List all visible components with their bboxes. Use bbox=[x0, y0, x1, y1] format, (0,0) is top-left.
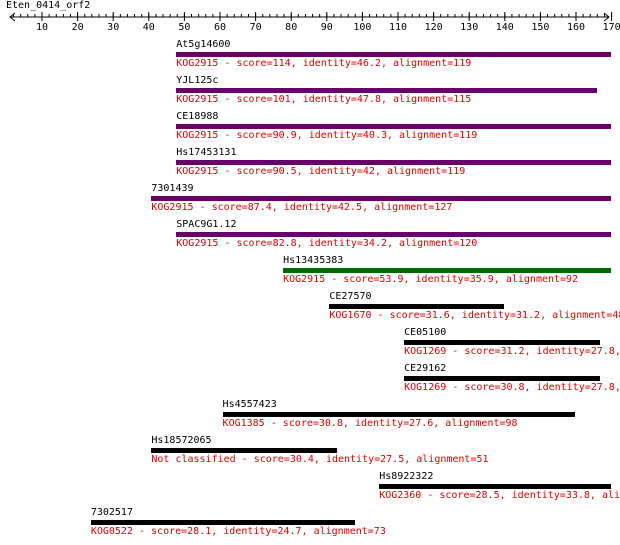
ruler-tick-label: 130 bbox=[460, 22, 478, 33]
hit-description-link[interactable]: KOG0522 - score=28.1, identity=24.7, ali… bbox=[90, 526, 386, 537]
ruler-tick-label: 120 bbox=[425, 22, 443, 33]
ruler-tick-label: 100 bbox=[353, 22, 371, 33]
hit-description-link[interactable]: KOG2915 - score=87.4, identity=42.5, ali… bbox=[151, 202, 453, 213]
hit-alignment-bar[interactable] bbox=[379, 484, 611, 489]
ruler-tick-label: 50 bbox=[178, 22, 190, 33]
hit-description-link[interactable]: KOG2915 - score=101, identity=47.8, alig… bbox=[176, 94, 472, 105]
hit-name: SPAC9G1.12 bbox=[176, 219, 237, 230]
hit-name: Hs17453131 bbox=[176, 147, 237, 158]
hit-description-link[interactable]: KOG1269 - score=31.2, identity=27.8, ali… bbox=[404, 346, 620, 357]
hit-alignment-bar[interactable] bbox=[151, 448, 337, 453]
hit-name: Hs18572065 bbox=[151, 435, 212, 446]
hit-description-link[interactable]: KOG2915 - score=90.5, identity=42, align… bbox=[176, 166, 466, 177]
ruler-tick-label: 140 bbox=[496, 22, 514, 33]
ruler-tick-label: 90 bbox=[321, 22, 333, 33]
hit-name: CE29162 bbox=[404, 363, 447, 374]
hit-alignment-bar[interactable] bbox=[404, 340, 601, 345]
hit-name: CE27570 bbox=[329, 291, 372, 302]
hit-alignment-bar[interactable] bbox=[222, 412, 576, 417]
hit-alignment-bar[interactable] bbox=[404, 376, 601, 381]
ruler-tick-label: 20 bbox=[72, 22, 84, 33]
ruler-right-arrow bbox=[603, 12, 610, 22]
ruler-tick-label: 10 bbox=[36, 22, 48, 33]
hit-description-link[interactable]: KOG1670 - score=31.6, identity=31.2, ali… bbox=[329, 310, 620, 321]
hit-name: Hs8922322 bbox=[379, 471, 434, 482]
ruler-tick-label: 30 bbox=[107, 22, 119, 33]
hit-name: At5g14600 bbox=[176, 39, 231, 50]
hit-name: 7302517 bbox=[90, 507, 133, 518]
hit-name: 7301439 bbox=[151, 183, 194, 194]
hit-alignment-bar[interactable] bbox=[283, 268, 611, 273]
hit-name: CE18988 bbox=[176, 111, 219, 122]
ruler-tick-label: 170 bbox=[603, 22, 620, 33]
hit-alignment-bar[interactable] bbox=[329, 304, 505, 309]
hit-alignment-bar[interactable] bbox=[151, 196, 611, 201]
ruler-tick-label: 60 bbox=[214, 22, 226, 33]
ruler-tick-label: 40 bbox=[143, 22, 155, 33]
hit-alignment-bar[interactable] bbox=[176, 88, 597, 93]
query-title: Eten_0414_orf2 bbox=[6, 0, 91, 11]
hit-description-link[interactable]: KOG1269 - score=30.8, identity=27.8, ali… bbox=[404, 382, 620, 393]
hit-description-link[interactable]: KOG2915 - score=53.9, identity=35.9, ali… bbox=[283, 274, 579, 285]
hit-alignment-bar[interactable] bbox=[90, 520, 355, 525]
hit-alignment-bar[interactable] bbox=[176, 124, 611, 129]
ruler-tick-label: 110 bbox=[389, 22, 407, 33]
hit-description-link[interactable]: KOG2915 - score=82.8, identity=34.2, ali… bbox=[176, 238, 478, 249]
ruler-tick-label: 80 bbox=[285, 22, 297, 33]
hit-description-link[interactable]: KOG1385 - score=30.8, identity=27.6, ali… bbox=[222, 418, 518, 429]
hit-description-link[interactable]: KOG2915 - score=90.9, identity=40.3, ali… bbox=[176, 130, 478, 141]
ruler-tick-label: 150 bbox=[531, 22, 549, 33]
hit-description-link[interactable]: KOG2360 - score=28.5, identity=33.8, ali… bbox=[379, 490, 620, 501]
hit-description-link[interactable]: Not classified - score=30.4, identity=27… bbox=[151, 454, 489, 465]
ruler-tick-label: 70 bbox=[250, 22, 262, 33]
hit-name: CE05100 bbox=[404, 327, 447, 338]
hit-name: Hs4557423 bbox=[222, 399, 277, 410]
hit-name: Hs13435383 bbox=[283, 255, 344, 266]
hit-alignment-bar[interactable] bbox=[176, 160, 611, 165]
hit-alignment-bar[interactable] bbox=[176, 232, 611, 237]
hit-description-link[interactable]: KOG2915 - score=114, identity=46.2, alig… bbox=[176, 58, 472, 69]
ruler-tick-label: 160 bbox=[567, 22, 585, 33]
hit-name: YJL125c bbox=[176, 75, 219, 86]
sequence-ruler: 10 20 30 40 50 60 70 80 90 100 110 120 130 140 150 160 1… bbox=[9, 12, 620, 33]
hit-alignment-bar[interactable] bbox=[176, 52, 611, 57]
